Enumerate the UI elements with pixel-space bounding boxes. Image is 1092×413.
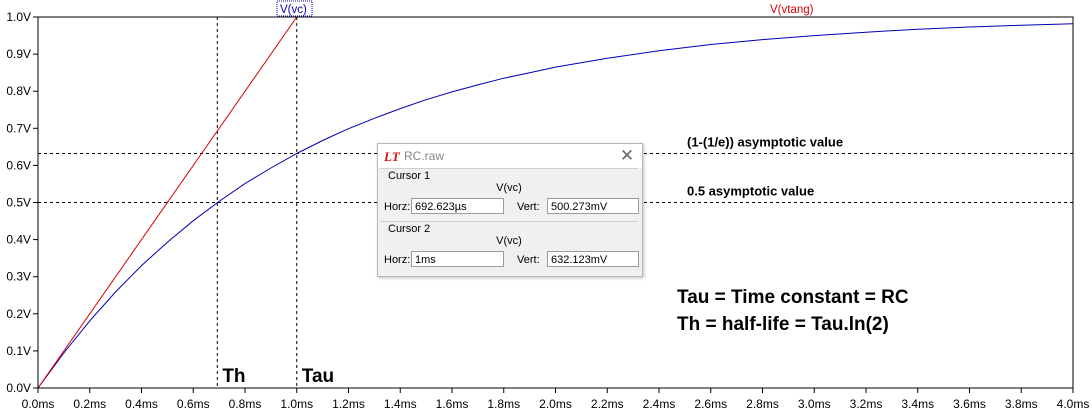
dialog-titlebar[interactable]: LT RC.raw ✕ <box>378 144 642 168</box>
x-tick-label: 3.4ms <box>901 397 934 411</box>
x-tick-label: 3.6ms <box>953 397 986 411</box>
half-life-definition: Th = half-life = Tau.ln(2) <box>677 314 889 335</box>
x-tick-label: 2.6ms <box>694 397 727 411</box>
x-tick-label: 4.0ms <box>1057 397 1090 411</box>
dialog-title: RC.raw <box>404 149 445 163</box>
y-tick-label: 0.2V <box>6 307 31 321</box>
cursor2-vert-field[interactable]: 632.123mV <box>547 251 639 267</box>
y-tick-label: 0.3V <box>6 270 31 284</box>
y-tick-label: 0.9V <box>6 47 31 61</box>
y-tick-label: 0.6V <box>6 158 31 172</box>
cursor1-trace: V(vc) <box>496 182 522 194</box>
th-label: Th <box>222 366 245 387</box>
legend-vc[interactable]: V(vc) <box>280 4 307 16</box>
x-tick-label: 1.4ms <box>384 397 417 411</box>
asymptote-632-label: (1-(1/e)) asymptotic value <box>687 135 843 150</box>
legend-vc-box <box>276 0 313 17</box>
cursor1-horz-field[interactable]: 692.623µs <box>411 198 504 214</box>
tau-label: Tau <box>302 366 334 387</box>
series-line-0[interactable] <box>37 23 1074 389</box>
x-tick-label: 0.0ms <box>22 397 55 411</box>
cursor1-vert-field[interactable]: 500.273mV <box>547 198 639 214</box>
asymptote-half-label: 0.5 asymptotic value <box>687 184 814 199</box>
x-tick-label: 2.0ms <box>539 397 572 411</box>
ltspice-logo-icon: LT <box>384 149 400 164</box>
label-layer: V(vc) V(vtang) (1-(1/e)) asymptotic valu… <box>222 0 909 387</box>
x-tick-label: 1.2ms <box>332 397 365 411</box>
y-tick-label: 1.0V <box>6 10 31 24</box>
x-tick-label: 2.4ms <box>643 397 676 411</box>
tau-definition: Tau = Time constant = RC <box>677 287 909 308</box>
cursor2-group: Cursor 2 V(vc) Horz: 1ms Vert: 632.123mV <box>380 221 639 272</box>
x-tick-label: 0.6ms <box>177 397 210 411</box>
cursor1-group: Cursor 1 V(vc) Horz: 692.623µs Vert: 500… <box>380 168 639 219</box>
cursor1-label: Cursor 1 <box>388 170 431 182</box>
x-tick-label: 1.8ms <box>487 397 520 411</box>
cursor2-horz-label: Horz: <box>384 254 411 266</box>
cursor2-trace: V(vc) <box>496 235 522 247</box>
tick-layer: 0.0ms 0.2ms 0.4ms 0.6ms 0.8ms 1.0ms 1.2ms 1.4ms… <box>6 10 1089 411</box>
cursor2-horz-field[interactable]: 1ms <box>411 251 504 267</box>
cursor-dialog[interactable]: LT RC.raw ✕ Cursor 1 V(vc) Horz: 692.623… <box>377 143 643 277</box>
y-tick-label: 0.7V <box>6 121 31 135</box>
x-tick-label: 0.8ms <box>229 397 262 411</box>
x-tick-label: 3.8ms <box>1005 397 1038 411</box>
y-tick-label: 0.0V <box>6 381 31 395</box>
x-tick-label: 2.2ms <box>591 397 624 411</box>
y-tick-label: 0.8V <box>6 84 31 98</box>
close-button[interactable]: ✕ <box>619 146 635 165</box>
y-tick-label: 0.5V <box>6 196 31 210</box>
x-tick-label: 2.8ms <box>746 397 779 411</box>
x-tick-label: 1.0ms <box>280 397 313 411</box>
cursor2-label: Cursor 2 <box>388 223 431 235</box>
x-tick-label: 3.0ms <box>798 397 831 411</box>
cursor1-vert-label: Vert: <box>517 201 540 213</box>
x-tick-label: 3.2ms <box>850 397 883 411</box>
x-tick-label: 0.4ms <box>125 397 158 411</box>
legend-vtang[interactable]: V(vtang) <box>770 4 814 16</box>
plot-frame <box>37 16 1074 389</box>
x-tick-label: 0.2ms <box>73 397 106 411</box>
cursor2-vert-label: Vert: <box>517 254 540 266</box>
x-tick-label: 1.6ms <box>436 397 469 411</box>
y-tick-label: 0.4V <box>6 233 31 247</box>
y-tick-label: 0.1V <box>6 344 31 358</box>
cursor1-horz-label: Horz: <box>384 201 411 213</box>
